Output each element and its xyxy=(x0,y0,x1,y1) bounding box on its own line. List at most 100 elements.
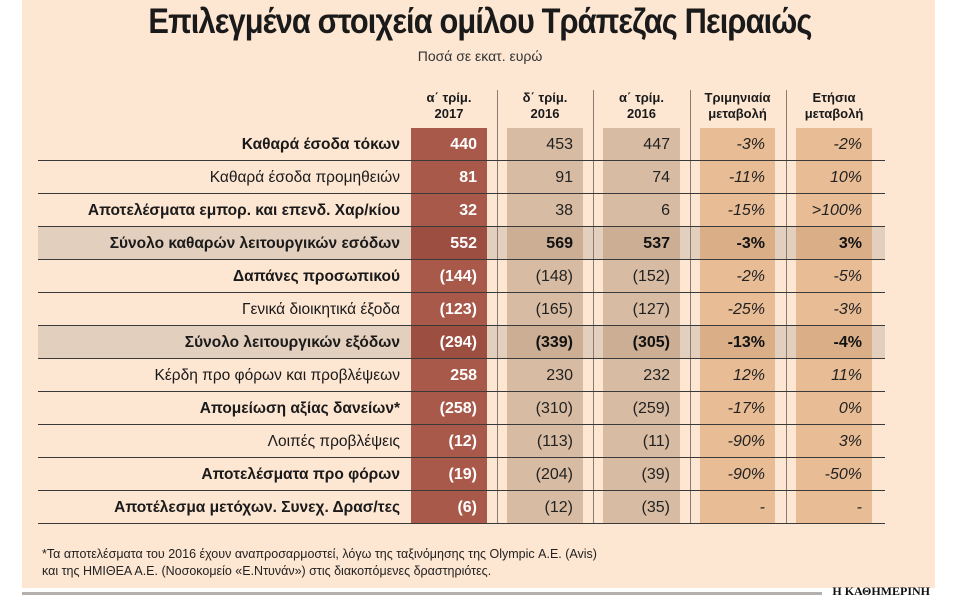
total-cell-fill xyxy=(411,227,487,260)
column-divider xyxy=(497,90,498,524)
table-cell: (12) xyxy=(448,433,477,450)
table-cell: 12% xyxy=(732,367,765,384)
table-cell: (259) xyxy=(632,400,670,417)
table-cell: -2% xyxy=(833,136,862,153)
table-cell: (39) xyxy=(641,466,670,483)
row-label: Γενικά διοικητικά έξοδα xyxy=(241,301,400,318)
table-cell: -17% xyxy=(727,400,765,417)
column-header-line2: μεταβολή xyxy=(804,106,864,121)
table-cell: (144) xyxy=(439,268,477,285)
footnote: *Τα αποτελέσματα του 2016 έχουν αναπροσα… xyxy=(42,546,597,580)
row-divider xyxy=(38,292,885,293)
column-header-line1: Ετήσια xyxy=(812,90,856,105)
row-label: Λοιπές προβλέψεις xyxy=(267,433,400,450)
row-label: Καθαρά έσοδα τόκων xyxy=(241,136,400,153)
table-cell: 232 xyxy=(643,367,670,384)
table-cell: (339) xyxy=(535,334,573,351)
table-cell: 258 xyxy=(450,367,477,384)
table-cell: 0% xyxy=(838,400,862,417)
table-cell: (11) xyxy=(642,433,670,450)
footer-divider xyxy=(22,592,822,595)
table-cell: -2% xyxy=(736,268,765,285)
column-divider xyxy=(690,90,691,524)
column-fill xyxy=(603,128,680,524)
column-divider xyxy=(593,90,594,524)
column-header: Τριμηνιαία μεταβολή xyxy=(693,90,783,126)
row-divider xyxy=(38,457,885,458)
table-cell: 453 xyxy=(546,136,573,153)
table-cell: -4% xyxy=(833,334,862,351)
total-cell-fill xyxy=(796,326,872,359)
row-label: Καθαρά έσοδα προμηθειών xyxy=(209,169,400,186)
column-fill xyxy=(700,128,775,524)
table-cell: -5% xyxy=(833,268,862,285)
row-divider xyxy=(38,193,885,194)
total-cell-fill xyxy=(796,227,872,260)
total-cell-fill xyxy=(603,227,680,260)
column-header: α΄ τρίμ. 2016 xyxy=(597,90,687,126)
table-cell: 11% xyxy=(831,367,862,384)
table-cell: -3% xyxy=(833,301,862,318)
row-label: Σύνολο καθαρών λειτουργικών εσόδων xyxy=(109,235,400,252)
column-header-line2: 2016 xyxy=(530,106,560,121)
total-cell-fill xyxy=(700,227,775,260)
column-header: δ΄ τρίμ. 2016 xyxy=(500,90,590,126)
table-cell: 10% xyxy=(829,169,862,186)
table-cell: 447 xyxy=(643,136,670,153)
total-cell-fill xyxy=(507,227,583,260)
table-cell: 81 xyxy=(459,169,477,186)
column-header-line1: δ΄ τρίμ. xyxy=(522,90,568,105)
column-fill xyxy=(796,128,872,524)
table-cell: 38 xyxy=(555,202,573,219)
page-title: Επιλεγμένα στοιχεία ομίλου Τράπεζας Πειρ… xyxy=(148,2,812,41)
table-cell: (148) xyxy=(535,268,573,285)
column-header-line1: Τριμηνιαία xyxy=(704,90,771,105)
row-divider xyxy=(38,490,885,491)
row-divider xyxy=(38,226,885,227)
column-divider xyxy=(786,90,787,524)
table-cell: -3% xyxy=(736,235,765,252)
table-cell: -13% xyxy=(727,334,765,351)
row-divider xyxy=(38,325,885,326)
row-divider xyxy=(38,391,885,392)
row-label: Αποτελέσματα εμπορ. και επενδ. Χαρ/κίου xyxy=(87,202,400,219)
column-header: Ετήσια μεταβολή xyxy=(789,90,879,126)
total-cell-fill xyxy=(700,326,775,359)
row-divider xyxy=(38,259,885,260)
row-divider xyxy=(38,523,885,524)
table-cell: 3% xyxy=(838,433,862,450)
table-cell: (204) xyxy=(535,466,573,483)
table-cell: -25% xyxy=(727,301,765,318)
column-header-line2: μεταβολή xyxy=(708,106,767,121)
table-cell: (152) xyxy=(632,268,670,285)
row-divider xyxy=(38,358,885,359)
table-cell: 230 xyxy=(546,367,573,384)
table-cell: - xyxy=(856,499,862,516)
table-cell: (123) xyxy=(439,301,477,318)
table-cell: -3% xyxy=(736,136,765,153)
column-header-line1: α΄ τρίμ. xyxy=(619,90,664,105)
table-cell: - xyxy=(759,499,765,516)
table-cell: 6 xyxy=(661,202,670,219)
footnote-line: και της ΗΜΙΘΕΑ Α.Ε. (Νοσοκομείο «Ε.Ντυνά… xyxy=(42,564,492,578)
table-cell: 537 xyxy=(643,235,670,252)
row-label: Απομείωση αξίας δανείων* xyxy=(199,400,400,417)
table-cell: (258) xyxy=(439,400,477,417)
table-cell: -11% xyxy=(728,169,765,186)
table-cell: 74 xyxy=(652,169,670,186)
row-label: Δαπάνες προσωπικού xyxy=(233,268,400,285)
table-cell: (165) xyxy=(535,301,573,318)
column-header: α΄ τρίμ. 2017 xyxy=(404,90,494,126)
table-cell: 440 xyxy=(450,136,477,153)
table-cell: -50% xyxy=(824,466,862,483)
column-header-line1: α΄ τρίμ. xyxy=(426,90,472,105)
subtitle: Ποσά σε εκατ. ευρώ xyxy=(417,48,543,64)
total-cell-fill xyxy=(603,326,680,359)
row-label: Αποτέλεσμα μετόχων. Συνεχ. Δρασ/τες xyxy=(114,499,400,516)
table-cell: (19) xyxy=(448,466,477,483)
table-cell: 552 xyxy=(450,235,477,252)
row-label: Κέρδη προ φόρων και προβλέψεων xyxy=(154,367,401,384)
table-cell: (294) xyxy=(439,334,477,351)
table-cell: (35) xyxy=(641,499,670,516)
row-label: Αποτελέσματα προ φόρων xyxy=(201,466,400,483)
